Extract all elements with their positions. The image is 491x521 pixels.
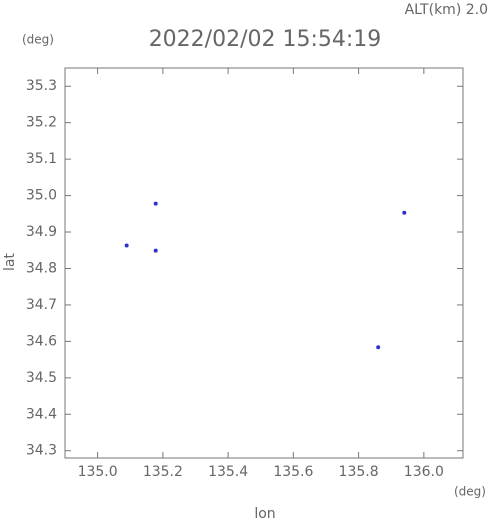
x-tick-label: 135.8 [339,464,379,480]
annotation: ALT(km) 2.0 [405,2,488,18]
x-tick-label: 135.2 [143,464,183,480]
x-tick-label: 135.6 [273,464,313,480]
y-tick-label: 35.1 [26,151,57,167]
chart-title: 2022/02/02 15:54:19 [149,27,382,52]
y-tick-label: 34.4 [26,406,57,422]
plot-frame [64,67,464,459]
point [376,345,381,350]
y-tick-label: 34.9 [26,224,57,240]
x-unit: (deg) [454,485,486,499]
y-tick-label: 34.5 [26,370,57,386]
y-tick-label: 34.8 [26,260,57,276]
y-unit: (deg) [22,33,54,47]
point [402,210,407,215]
y-tick-label: 34.6 [26,333,57,349]
y-tick-label: 34.7 [26,297,57,313]
y-tick-label: 35.0 [26,188,57,204]
x-axis-label: lon [254,506,275,521]
point [153,201,158,206]
y-tick-label: 35.2 [26,115,57,131]
y-tick-label: 34.3 [26,443,57,459]
point [124,243,129,248]
x-tick-label: 135.4 [208,464,248,480]
y-axis-label: lat [2,253,18,271]
y-tick-label: 35.3 [26,78,57,94]
point [153,248,158,253]
x-tick-label: 135.0 [78,464,118,480]
x-tick-label: 136.0 [404,464,444,480]
